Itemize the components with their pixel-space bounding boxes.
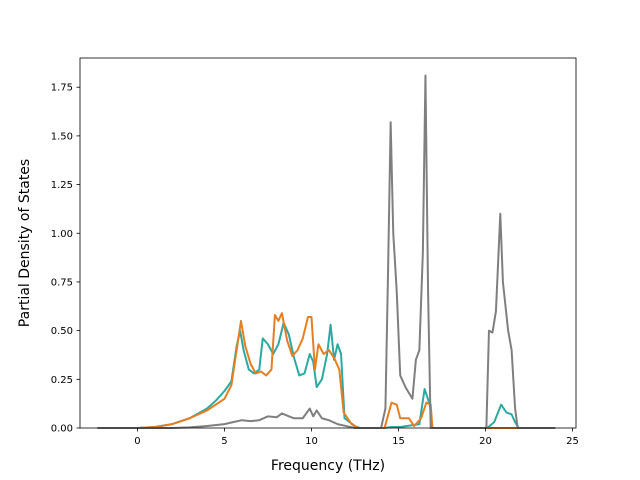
- y-tick-label: 0.00: [51, 424, 73, 435]
- series-line-3: [97, 74, 556, 429]
- plot-area: [80, 58, 576, 428]
- x-tick-label: 25: [566, 436, 579, 447]
- y-tick-label: 1.50: [51, 131, 73, 142]
- x-axis-label: Frequency (THz): [271, 458, 385, 474]
- y-axis: 0.00 0.25 0.50 0.75 1.00 1.25 1.50 1.75: [51, 83, 80, 435]
- y-tick-label: 1.00: [51, 229, 73, 240]
- x-tick-label: 5: [221, 436, 227, 447]
- y-axis-label: Partial Density of States: [17, 159, 33, 327]
- x-tick-label: 0: [134, 436, 140, 447]
- x-tick-label: 10: [305, 436, 318, 447]
- series-layer: [97, 74, 556, 429]
- y-tick-label: 1.75: [51, 83, 73, 94]
- y-tick-label: 0.50: [51, 326, 73, 337]
- y-tick-label: 0.75: [51, 277, 73, 288]
- x-axis: 0 5 10 15 20 25: [134, 428, 579, 447]
- y-tick-label: 1.25: [51, 180, 73, 191]
- x-tick-label: 20: [479, 436, 492, 447]
- series-line-2: [97, 312, 556, 429]
- y-tick-label: 0.25: [51, 375, 73, 386]
- plot-frame: [79, 57, 577, 429]
- x-tick-label: 15: [392, 436, 405, 447]
